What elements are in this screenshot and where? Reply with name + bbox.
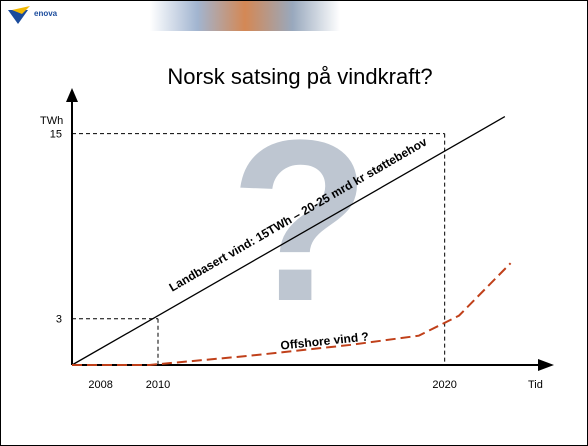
logo-icon bbox=[8, 10, 28, 24]
y-tick-label: 15 bbox=[50, 129, 62, 141]
question-mark: ? bbox=[230, 92, 371, 349]
x-tick-label: 2008 bbox=[88, 379, 112, 391]
x-axis-label: Tid bbox=[528, 379, 543, 391]
y-axis-label: TWh bbox=[40, 115, 63, 127]
logo-text: enova bbox=[34, 9, 58, 18]
y-axis-arrow bbox=[66, 88, 78, 102]
series-line bbox=[71, 116, 506, 366]
series-line bbox=[72, 262, 512, 366]
y-tick-label: 3 bbox=[56, 314, 62, 326]
x-tick-label: 2020 bbox=[432, 379, 456, 391]
x-tick-label: 2010 bbox=[146, 379, 170, 391]
header-banner bbox=[150, 1, 340, 31]
logo-icon-accent bbox=[12, 6, 30, 14]
chart-title: Norsk satsing på vindkraft? bbox=[167, 64, 432, 89]
x-axis-arrow bbox=[538, 359, 554, 371]
